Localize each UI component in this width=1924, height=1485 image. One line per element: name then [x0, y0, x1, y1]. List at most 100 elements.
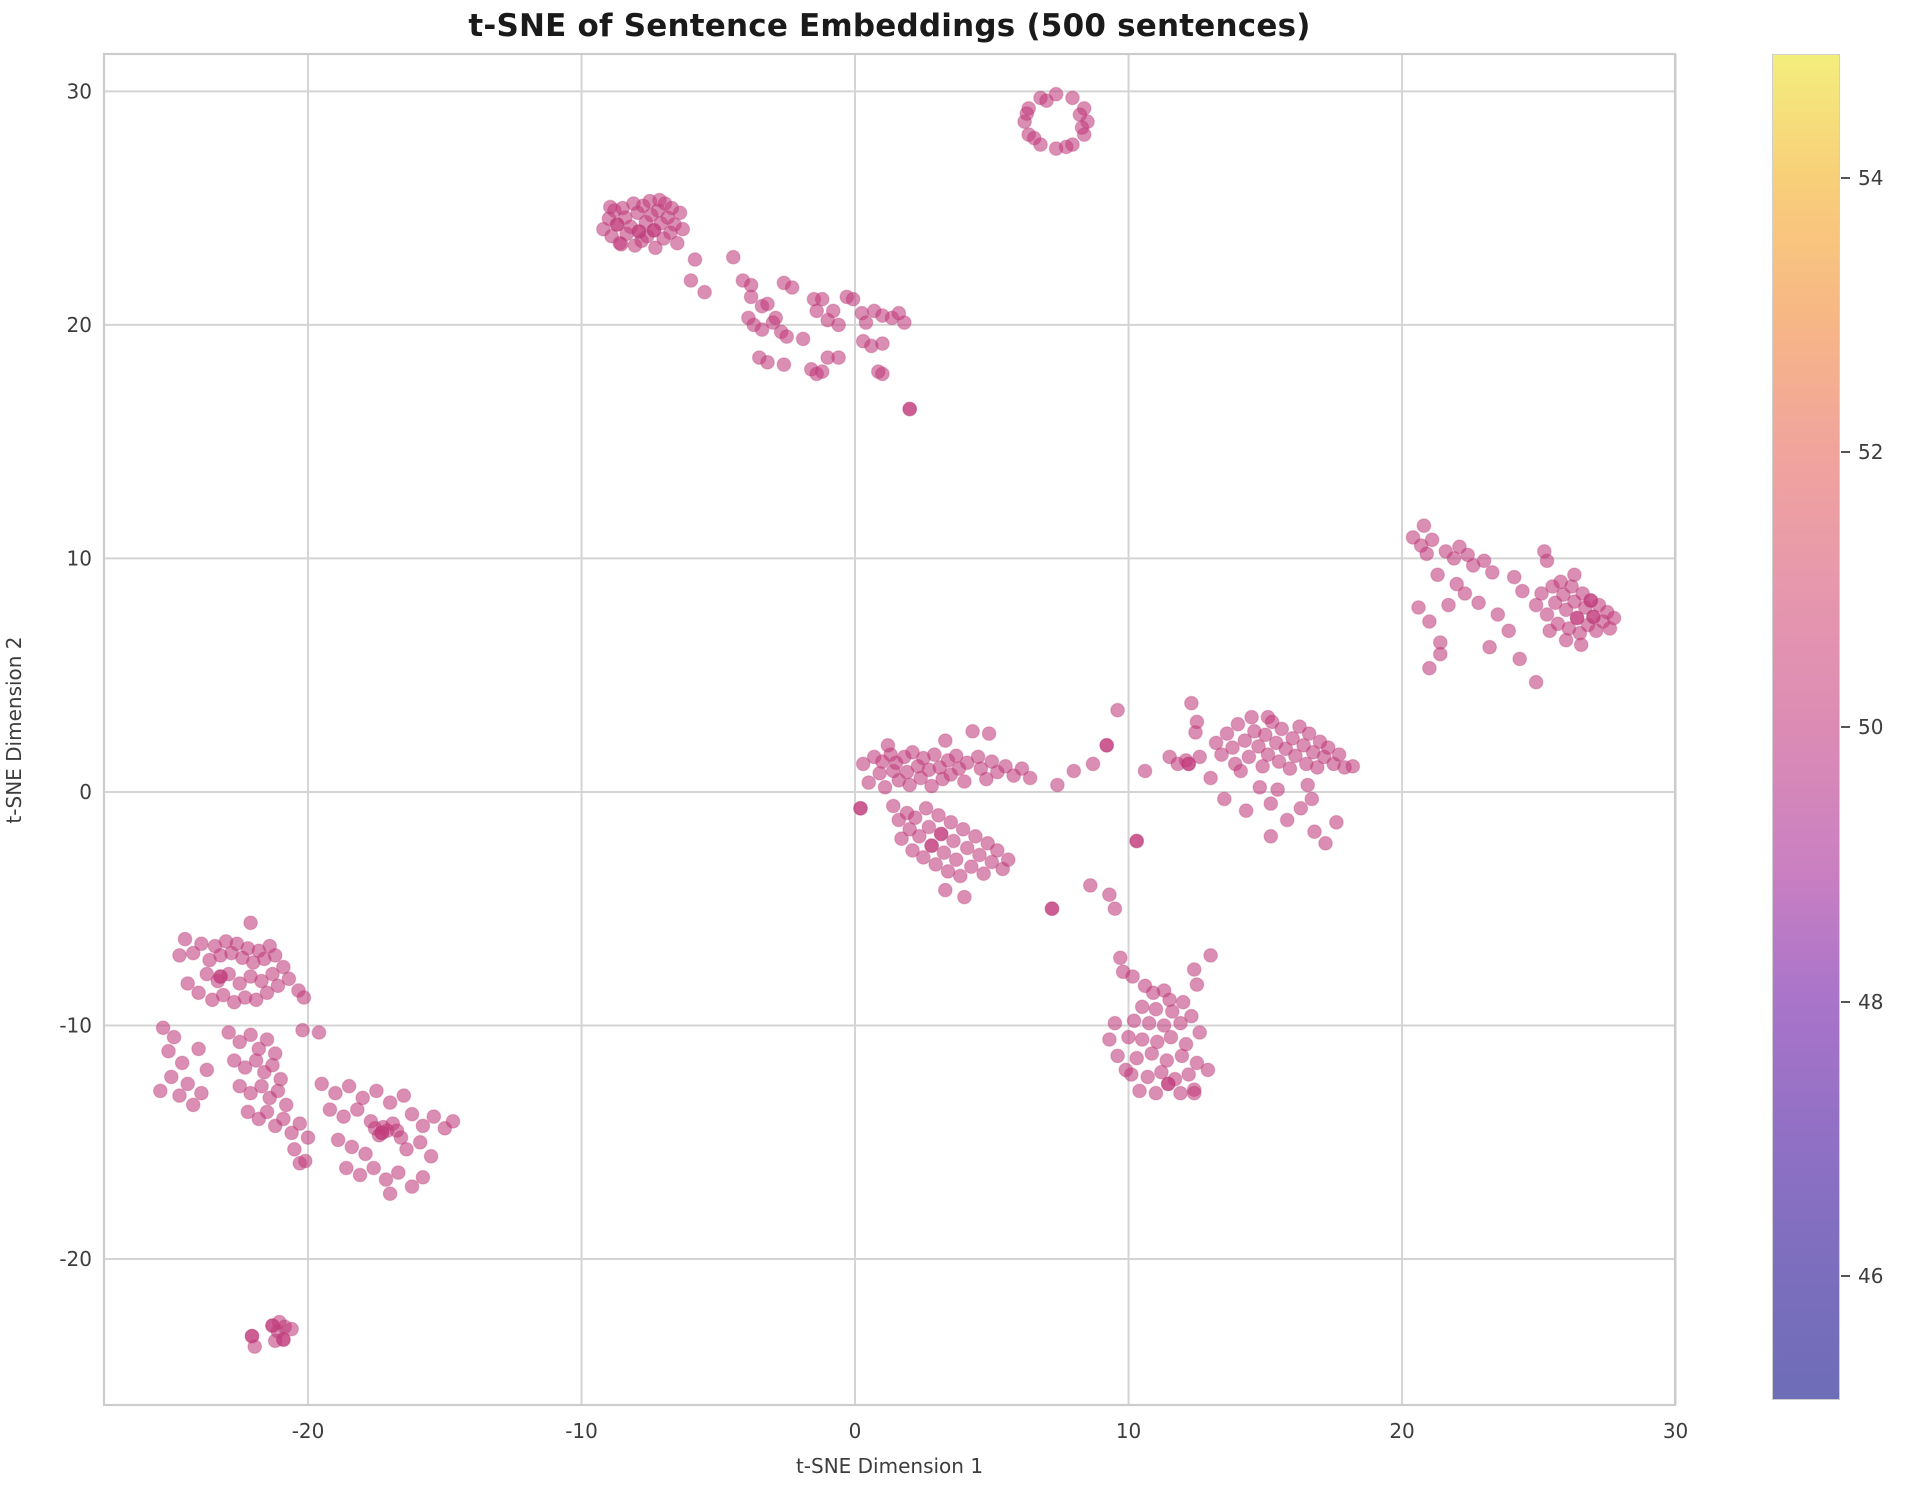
colorbar-tick-mark	[1841, 451, 1850, 454]
data-point	[1270, 782, 1285, 797]
data-point	[322, 1102, 338, 1117]
data-point	[853, 800, 868, 816]
data-point	[248, 1053, 264, 1068]
data-point	[984, 854, 1000, 870]
data-point	[412, 1134, 428, 1150]
y-tick-label: 20	[67, 313, 92, 337]
colorbar-tick-mark	[1841, 726, 1850, 728]
data-point	[631, 224, 647, 239]
data-point	[1421, 660, 1437, 676]
data-point	[976, 866, 991, 882]
data-point	[957, 889, 972, 905]
data-point	[927, 747, 942, 762]
data-point	[1501, 623, 1517, 639]
data-point	[1066, 763, 1082, 779]
data-point	[278, 1097, 294, 1113]
data-point	[998, 758, 1013, 774]
data-point	[1085, 756, 1101, 772]
colorbar-tick-label: 54	[1858, 165, 1884, 190]
x-tick-label: -10	[565, 1419, 598, 1443]
data-point	[193, 936, 209, 952]
y-tick-label: 10	[67, 546, 92, 570]
data-point	[760, 296, 775, 312]
data-point	[1416, 518, 1432, 534]
data-point	[664, 200, 680, 216]
data-point	[1573, 637, 1589, 653]
data-point	[1320, 740, 1336, 755]
data-point	[300, 1130, 316, 1145]
data-point	[369, 1083, 384, 1099]
data-point	[152, 1083, 168, 1099]
data-point	[1014, 761, 1030, 776]
data-point	[237, 1060, 253, 1075]
data-point	[916, 850, 931, 865]
data-point	[1490, 607, 1506, 622]
data-point	[1208, 735, 1224, 751]
data-point	[1072, 107, 1088, 123]
data-point	[1237, 733, 1253, 748]
data-point	[1126, 1013, 1142, 1029]
data-point	[1219, 726, 1235, 741]
chart-title: t-SNE of Sentence Embeddings (500 senten…	[468, 8, 1311, 44]
data-point	[795, 331, 811, 347]
data-point	[911, 828, 927, 844]
data-point	[1188, 725, 1203, 740]
data-point	[877, 779, 893, 795]
data-point	[259, 1032, 275, 1047]
data-point	[957, 774, 972, 789]
data-point	[330, 1132, 346, 1148]
data-point	[918, 800, 934, 816]
data-point	[1000, 852, 1016, 868]
data-point	[1189, 1055, 1205, 1071]
data-point	[1506, 569, 1522, 585]
data-point	[445, 1113, 461, 1129]
data-point	[613, 236, 629, 252]
x-tick-label: -20	[292, 1419, 325, 1443]
data-point	[267, 948, 283, 963]
x-tick-label: 30	[1663, 1419, 1688, 1443]
data-point	[1331, 747, 1347, 762]
data-point	[396, 1088, 412, 1103]
data-point	[1058, 139, 1074, 155]
data-point	[959, 755, 975, 771]
data-point	[902, 401, 918, 417]
data-point	[1216, 791, 1232, 807]
data-point	[1345, 758, 1361, 774]
data-point	[1225, 740, 1240, 755]
data-point	[905, 744, 920, 760]
data-point	[725, 249, 741, 265]
colorbar-tick-mark	[1841, 1275, 1850, 1278]
data-point	[336, 1109, 352, 1124]
data-point	[978, 771, 994, 787]
data-point	[270, 1083, 286, 1099]
data-point	[1173, 1085, 1188, 1101]
data-point	[276, 1111, 291, 1127]
data-point	[155, 1020, 171, 1036]
data-point	[292, 1116, 308, 1131]
data-point	[1558, 602, 1574, 618]
data-point	[1238, 803, 1254, 819]
colorbar-tick-mark	[1841, 176, 1850, 179]
data-point	[1251, 739, 1266, 754]
data-point	[1118, 1062, 1134, 1078]
x-tick-label: 0	[849, 1419, 862, 1443]
data-point	[1263, 796, 1279, 811]
data-point	[1192, 749, 1208, 765]
data-point	[1241, 749, 1257, 765]
data-point	[1049, 777, 1065, 793]
data-point	[1022, 770, 1038, 786]
data-point	[924, 778, 939, 794]
data-point	[1534, 586, 1549, 601]
data-point	[1125, 969, 1140, 984]
data-point	[928, 857, 944, 872]
data-point	[1421, 614, 1437, 629]
data-point	[1539, 553, 1555, 569]
data-point	[1189, 977, 1205, 992]
data-point	[185, 945, 201, 961]
data-point	[880, 737, 896, 753]
data-point	[199, 966, 215, 982]
data-point	[344, 1139, 360, 1155]
data-point	[267, 1333, 283, 1349]
